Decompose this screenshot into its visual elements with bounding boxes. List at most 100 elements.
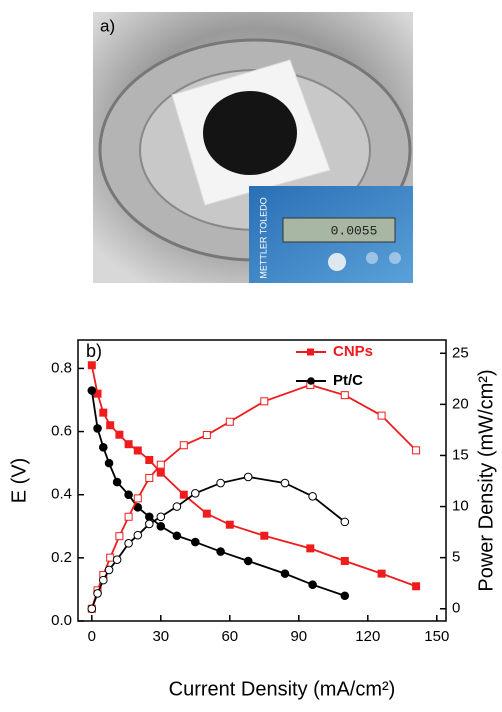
marker [225,417,234,426]
y2-tick-label: 15 [452,446,469,463]
marker [191,488,200,498]
marker [106,421,115,430]
marker [179,441,188,450]
marker [306,544,315,553]
marker [133,494,142,503]
marker [156,468,165,477]
x-axis-title: Current Density (mA/cm²) [169,678,396,700]
legend-label: CNPs [333,343,373,360]
y2-tick-label: 0 [452,600,460,617]
marker [106,553,115,562]
marker [156,521,166,531]
marker [340,391,349,400]
marker [87,386,97,395]
marker [412,446,421,455]
marker [172,531,182,541]
marker [145,473,154,482]
marker [104,458,114,468]
marker [124,440,133,449]
marker [202,509,211,518]
x-tick-label: 30 [152,628,169,645]
marker [99,408,108,417]
marker [280,569,290,578]
series-line [90,365,417,588]
marker [145,512,154,522]
marker [99,443,108,452]
legend-label: Pt/C [333,372,363,389]
x-tick-label: 0 [88,628,96,645]
marker [377,569,386,578]
x-tick-label: 60 [221,628,238,645]
x-tick-label: 120 [355,628,380,645]
marker [133,446,142,455]
marker [156,512,166,522]
panel-label: b) [86,341,102,361]
sample [203,91,297,175]
marker [340,591,350,601]
button [366,252,378,264]
marker [87,604,97,614]
marker [179,490,188,499]
y2-axis-title: Power Density (mW/cm²) [475,369,497,591]
marker [99,575,108,585]
marker [243,472,253,482]
y-axis-title: E (V) [8,458,30,504]
marker [145,455,154,464]
legend-marker [307,377,315,385]
marker [124,539,133,548]
y-tick-label: 0.4 [51,486,72,503]
marker [172,502,182,511]
panel-label: a) [100,16,115,35]
marker [308,492,317,501]
marker [216,547,225,556]
x-tick-label: 150 [424,628,449,645]
marker [133,530,143,540]
marker [115,430,124,439]
marker [412,582,421,591]
marker [260,397,269,406]
marker [124,512,133,521]
marker [191,537,200,547]
marker [93,424,102,433]
marker [202,431,211,440]
legend-marker [307,348,314,356]
series-line [90,476,346,610]
lcd-reading: 0.0055 [331,223,378,238]
brand-label: METTLER TOLEDO [258,197,268,278]
y-tick-label: 0.0 [51,612,72,629]
plot-frame [77,339,447,622]
series-line [90,390,346,597]
y-tick-label: 0.8 [51,359,72,376]
y-tick-label: 0.2 [51,549,72,566]
marker [280,478,290,488]
marker [104,565,114,575]
marker [340,557,349,566]
marker [156,460,165,469]
marker [340,517,350,527]
marker [93,589,102,598]
marker [145,519,154,529]
y2-tick-label: 10 [452,498,469,515]
y-tick-label: 0.6 [51,423,72,440]
marker [112,555,122,564]
lcd [282,217,396,243]
marker [260,531,269,540]
marker [308,580,317,589]
x-tick-label: 90 [290,628,307,645]
marker [216,478,225,488]
y2-tick-label: 5 [452,549,460,566]
marker [124,490,133,500]
marker [377,411,386,420]
photo: 0.0055 METTLER TOLEDO a) [93,12,413,283]
marker [115,532,124,541]
marker [112,477,122,487]
marker [225,520,234,529]
y2-tick-label: 25 [452,344,469,361]
button [389,252,401,264]
button [328,253,346,271]
y2-tick-label: 20 [452,395,469,412]
marker [87,361,96,370]
marker [243,556,253,566]
